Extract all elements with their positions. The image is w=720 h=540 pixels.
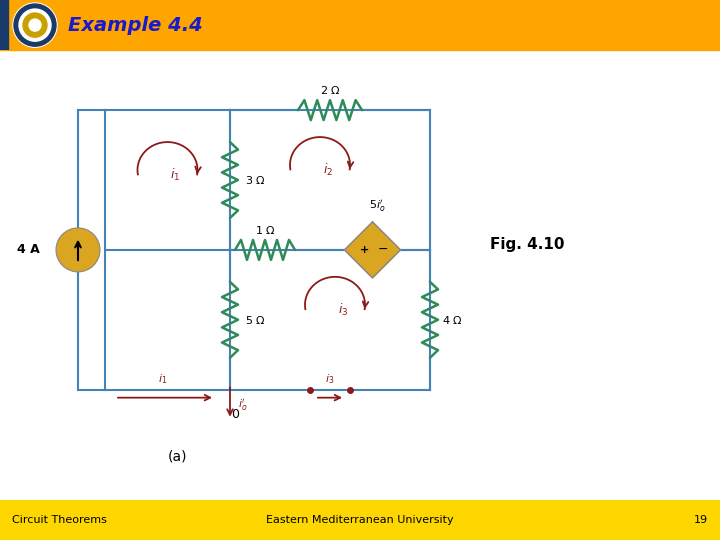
Text: Eastern Mediterranean University: Eastern Mediterranean University xyxy=(266,515,454,525)
Text: Fig. 4.10: Fig. 4.10 xyxy=(490,238,564,252)
Text: 19: 19 xyxy=(694,515,708,525)
Circle shape xyxy=(23,13,47,37)
Text: −: − xyxy=(377,244,388,256)
Text: +: + xyxy=(360,245,369,255)
Text: 0: 0 xyxy=(231,408,239,421)
Text: (a): (a) xyxy=(168,450,187,463)
Text: $5i_o^\prime$: $5i_o^\prime$ xyxy=(369,198,386,214)
Text: $i_3$: $i_3$ xyxy=(325,372,335,386)
Text: $i_1$: $i_1$ xyxy=(171,167,181,183)
Text: Circuit Theorems: Circuit Theorems xyxy=(12,515,107,525)
Text: 4 A: 4 A xyxy=(17,244,40,256)
Text: 3 $\Omega$: 3 $\Omega$ xyxy=(245,174,266,186)
Polygon shape xyxy=(344,222,400,278)
Circle shape xyxy=(14,4,56,46)
Circle shape xyxy=(56,228,100,272)
Circle shape xyxy=(29,19,41,31)
Text: 1 $\Omega$: 1 $\Omega$ xyxy=(255,224,275,236)
Bar xyxy=(0,0,8,50)
Text: 2 $\Omega$: 2 $\Omega$ xyxy=(320,84,341,96)
Text: $i_1$: $i_1$ xyxy=(158,372,167,386)
Text: 4 $\Omega$: 4 $\Omega$ xyxy=(442,314,463,326)
Text: 5 $\Omega$: 5 $\Omega$ xyxy=(245,314,266,326)
Text: $i_o^\prime$: $i_o^\prime$ xyxy=(238,397,248,413)
Circle shape xyxy=(19,9,51,41)
Text: Example 4.4: Example 4.4 xyxy=(68,16,203,35)
Text: $i_3$: $i_3$ xyxy=(338,302,348,318)
Text: $i_2$: $i_2$ xyxy=(323,162,333,178)
Circle shape xyxy=(13,3,57,47)
